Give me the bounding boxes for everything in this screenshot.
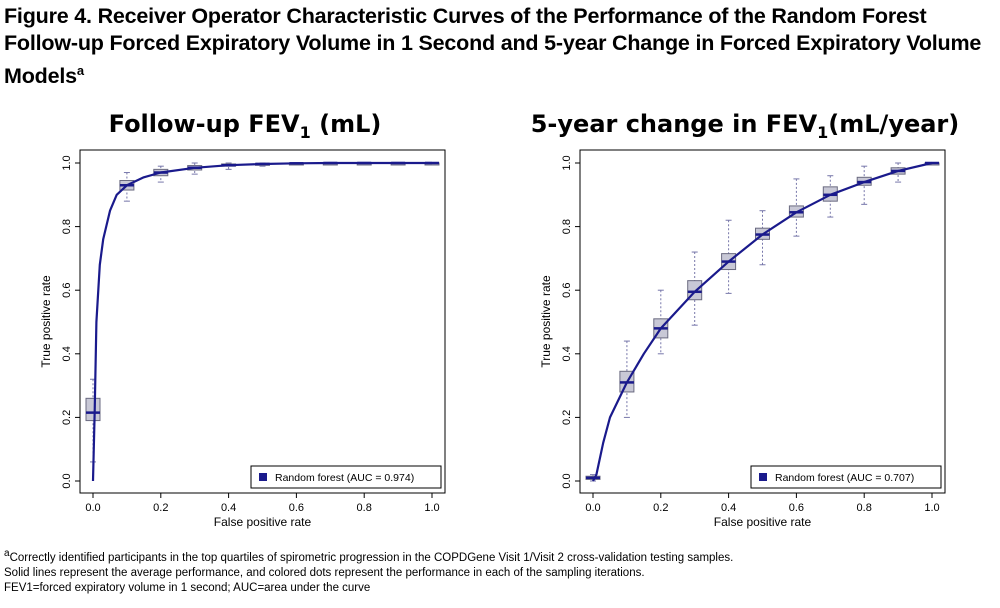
- footnote-3: FEV1=forced expiratory volume in 1 secon…: [4, 581, 371, 594]
- footnotes: aCorrectly identified participants in th…: [4, 546, 994, 596]
- x-axis-label: False positive rate: [214, 515, 312, 529]
- plot-frame: [579, 149, 946, 494]
- roc-panel-5-year-change-fev1: 5-year change in FEV1(mL/year) 0.0 0.2 0.4…: [500, 100, 990, 540]
- x-tick-label: 0.8: [857, 502, 872, 514]
- x-tick-label: 0.0: [585, 502, 600, 514]
- y-tick-label: 0.0: [61, 473, 73, 488]
- y-tick-label: 0.0: [561, 473, 573, 488]
- y-tick-label: 0.8: [561, 219, 573, 234]
- legend: Random forest (AUC = 0.707): [750, 465, 942, 489]
- y-tick-label: 0.4: [61, 346, 73, 361]
- x-tick-label: 0.6: [789, 502, 804, 514]
- footnote-2: Solid lines represent the average perfor…: [4, 566, 645, 579]
- roc-curve: [592, 161, 933, 482]
- figure-title: Figure 4. Receiver Operator Characterist…: [4, 3, 989, 90]
- legend-label: Random forest (AUC = 0.707): [775, 472, 914, 484]
- y-tick-label: 1.0: [561, 155, 573, 170]
- roc-chart: 0.0 0.2 0.4 0.6 0.8 1.0 0.0 0.2 0.4 0.6 0.8 1.0 Fals…: [39, 149, 446, 529]
- panel-title-main: 5-year change in FEV: [530, 110, 818, 138]
- panel-title-tail: (mL): [310, 110, 382, 138]
- footnote-1: aCorrectly identified participants in th…: [4, 546, 994, 566]
- x-tick-label: 0.0: [85, 502, 100, 514]
- legend-swatch: [259, 473, 267, 481]
- footnote-1-text: Correctly identified participants in the…: [9, 551, 734, 564]
- panel-title-subscript: 1: [299, 122, 311, 142]
- x-tick-label: 0.4: [221, 502, 236, 514]
- x-tick-label: 0.8: [357, 502, 372, 514]
- roc-chart: 0.0 0.2 0.4 0.6 0.8 1.0 0.0 0.2 0.4 0.6 0.8 1.0 Fals…: [539, 149, 946, 529]
- y-tick-label: 0.2: [61, 410, 73, 425]
- legend: Random forest (AUC = 0.974): [250, 465, 442, 489]
- x-tick-label: 1.0: [924, 502, 939, 514]
- footnote-1-superscript: a: [4, 548, 10, 559]
- panel-title: 5-year change in FEV1(mL/year): [500, 110, 990, 142]
- x-tick-label: 1.0: [424, 502, 439, 514]
- panel-title-main: Follow-up FEV: [108, 110, 300, 138]
- legend-swatch: [759, 473, 767, 481]
- x-tick-label: 0.2: [153, 502, 168, 514]
- y-axis-label: True positive rate: [39, 275, 53, 368]
- y-axis-label: True positive rate: [539, 275, 553, 368]
- legend-box: [250, 465, 442, 489]
- figure-title-superscript: a: [76, 63, 84, 78]
- roc-panel-follow-up-fev1: Follow-up FEV1 (mL) 0.0 0.2 0.4 0.6 0.8 1.0 0.…: [0, 100, 490, 540]
- roc-curve: [91, 161, 432, 482]
- panel-title-tail: (mL/year): [828, 110, 960, 138]
- x-tick-label: 0.6: [289, 502, 304, 514]
- panel-title-subscript: 1: [817, 122, 829, 142]
- x-tick-label: 0.4: [721, 502, 736, 514]
- x-tick-label: 0.2: [653, 502, 668, 514]
- y-tick-label: 0.8: [61, 219, 73, 234]
- y-tick-label: 0.4: [561, 346, 573, 361]
- x-axis-label: False positive rate: [714, 515, 812, 529]
- legend-label: Random forest (AUC = 0.974): [275, 472, 414, 484]
- y-tick-label: 0.6: [561, 283, 573, 298]
- y-tick-label: 0.2: [561, 410, 573, 425]
- y-tick-label: 0.6: [61, 283, 73, 298]
- figure-title-text: Figure 4. Receiver Operator Characterist…: [4, 4, 982, 89]
- plot-frame: [79, 149, 446, 494]
- box: [85, 397, 101, 422]
- legend-box: [750, 465, 942, 489]
- y-tick-label: 1.0: [61, 155, 73, 170]
- panel-title: Follow-up FEV1 (mL): [0, 110, 490, 142]
